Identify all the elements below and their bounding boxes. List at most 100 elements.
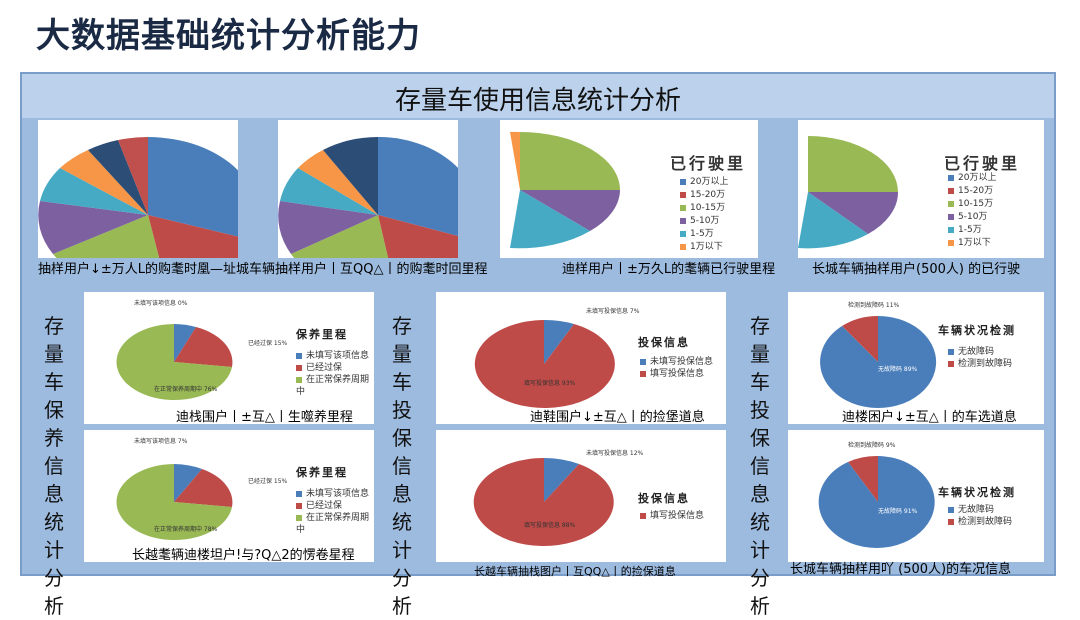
mileage2-slice-5-10 [808, 192, 899, 234]
slice-normal [116, 324, 233, 400]
maintenance-chart-1: 保养里程 未填写该项信息 已经过保 在正常保养周期中 未填写该项信息 0% 已经… [84, 292, 374, 424]
pie-slice-2009 [60, 150, 148, 215]
mileage-chart-1: 已行驶里 20万以上 15-20万 10-15万 5-10万 1-5万 1万以下 [500, 120, 758, 258]
slice-fault [848, 455, 878, 502]
maintenance-chart-2: 保养里程 未填写该项信息 已经过保 在正常保养周期中 未填写该项信息 7% 已经… [84, 430, 374, 562]
legend-item: 在正常保养周期中 [296, 375, 370, 397]
pie-slice-2013 [148, 215, 238, 258]
side-label-insurance: 存量车投保信息统计分析 [392, 314, 412, 618]
legend-item: 检测到故障码 [948, 358, 1012, 370]
legend-item: 10-15万 [948, 198, 996, 211]
maintenance-title-1: 保养里程 [296, 328, 348, 341]
top-caption-1: 抽样用户↓±万人L的购耄时凰—址城车辆抽样用户丨互QQ△丨的购耄时回里程 [38, 262, 488, 277]
vehicle-legend-1: 无故障码 检测到故障码 [948, 346, 1012, 370]
legend-item: 无故障码 [948, 504, 1012, 516]
pie-label: 未填写该项信息 0% [134, 300, 188, 307]
slice-normal [116, 464, 233, 540]
vehicle-title-2: 车辆状况检测 [938, 486, 1016, 499]
pie-slice-2010 [40, 168, 148, 215]
legend-item: 15-20万 [680, 189, 728, 202]
top-caption-2: 迪样用户丨±万久L的耄辆已行驶里程 [562, 262, 776, 277]
mileage-slice-under-1 [510, 131, 520, 190]
legend-item: 1-5万 [680, 228, 728, 241]
slice-filled [473, 457, 614, 546]
mileage-chart-title-2: 已行驶里 [944, 154, 1021, 173]
vehicle-chart-2: 车辆状况检测 无故障码 检测到故障码 检测到故障码 9% 无故障码 91% [788, 430, 1044, 562]
pie2-slice-2014 [378, 136, 458, 237]
legend-item: 未填写该项信息 [296, 350, 374, 362]
pie-slice-older [118, 137, 148, 215]
insurance-pie-2 [473, 457, 614, 546]
insurance-legend-2: 填写投保信息 [640, 510, 704, 522]
legend-item: 20万以上 [680, 176, 728, 189]
vehicle-legend-2: 无故障码 检测到故障码 [948, 504, 1012, 528]
pie-slice-2008 [88, 140, 148, 215]
vehicle-chart-1: 车辆状况检测 无故障码 检测到故障码 检测到故障码 11% 无故障码 89% [788, 292, 1044, 424]
pie-label: 未填写投保信息 7% [586, 308, 640, 315]
slice-unfilled [544, 458, 579, 502]
pie2-slice-2012 [291, 215, 389, 258]
page-title: 大数据基础统计分析能力 [36, 16, 421, 56]
pie-slice-2014 [148, 137, 238, 237]
legend-item: 10-15万 [680, 202, 728, 215]
pie-label: 在正常保养周期中 78% [154, 526, 218, 533]
legend-item: 填写投保信息 [640, 510, 704, 522]
mileage2-slice-1-5 [798, 192, 868, 249]
purchase-year-pie-1 [38, 137, 238, 258]
maintenance-caption-2: 长越耄辆迪楼坦户!与?Q△2的愣卷星程 [132, 548, 355, 563]
mileage-pie-1 [510, 131, 620, 249]
mileage-legend-1: 20万以上 15-20万 10-15万 5-10万 1-5万 1万以下 [680, 176, 728, 254]
vehicle-title-1: 车辆状况检测 [938, 324, 1016, 337]
pie2-slice-older [323, 137, 378, 215]
insurance-title-2: 投保信息 [638, 492, 690, 505]
slice-no-fault [818, 456, 935, 548]
purchase-year-pie-2 [278, 136, 458, 258]
pie2-slice-2010 [280, 168, 378, 215]
maintenance-pie-2 [116, 464, 233, 540]
slice-overdue [174, 469, 233, 507]
insurance-caption-2: 长越车辆抽栈图户丨互QQ△丨的捡保道息 [474, 565, 676, 578]
mileage-slice-5-20 [520, 132, 620, 190]
side-label-maintenance: 存量车保养信息统计分析 [44, 314, 64, 618]
pie-slice-2012 [53, 215, 160, 258]
mileage-pie-2 [798, 136, 899, 249]
vehicle-caption-2: 长城车辆抽样用吖 (500人)的车况信息 [790, 562, 1012, 577]
slice-filled [474, 320, 615, 408]
maintenance-legend-1: 未填写该项信息 已经过保 在正常保养周期中 [296, 350, 374, 398]
purchase-year-chart-2 [278, 120, 458, 258]
insurance-pie-1 [474, 319, 615, 408]
pie-label: 无故障码 91% [878, 508, 918, 515]
pie2-slice-2013 [378, 215, 458, 258]
insurance-chart-2: 投保信息 填写投保信息 未填写投保信息 12% 填写投保信息 88% [436, 430, 726, 562]
mileage2-slice-10-15 [808, 136, 898, 192]
slice-no-fault [820, 315, 937, 408]
legend-item: 无故障码 [948, 346, 1012, 358]
legend-item: 检测到故障码 [948, 516, 1012, 528]
slice-fault [842, 316, 878, 362]
mileage-chart-title-1: 已行驶里 [670, 154, 747, 173]
pie-label: 在正常保养周期中 76% [154, 386, 218, 393]
side-label-vehicle: 存量车投保信息统计分析 [750, 314, 770, 618]
legend-item: 已经过保 [296, 500, 374, 512]
pie2-slice-2011 [278, 201, 378, 254]
pie-slice-2011 [38, 201, 148, 254]
mileage-legend-2: 20万以上 15-20万 10-15万 5-10万 1-5万 1万以下 [948, 172, 996, 250]
legend-item: 未填写该项信息 [296, 488, 374, 500]
legend-item: 15-20万 [948, 185, 996, 198]
legend-item: 1万以下 [948, 237, 996, 250]
maintenance-title-2: 保养里程 [296, 466, 348, 479]
insurance-caption-1: 迪鞋围户↓±互△丨的捡堡道息 [530, 410, 705, 425]
legend-item: 5-10万 [680, 215, 728, 228]
pie-label: 填写投保信息 93% [524, 380, 576, 387]
maintenance-caption-1: 迪栈围户丨±互△丨生噬养里程 [176, 410, 353, 425]
maintenance-legend-2: 未填写该项信息 已经过保 在正常保养周期中 [296, 488, 374, 536]
mileage-slice-5-10 [520, 190, 620, 231]
insurance-legend-1: 未填写投保信息 填写投保信息 [640, 356, 713, 380]
slice-overdue [174, 327, 233, 367]
top-caption-3: 长城车辆抽样用户(500人) 的已行驶 [812, 262, 1021, 277]
legend-item: 未填写投保信息 [640, 356, 713, 368]
pie-label: 未填写投保信息 12% [586, 450, 644, 457]
maintenance-pie-1 [116, 324, 233, 400]
panel-title: 存量车使用信息统计分析 [394, 86, 681, 116]
legend-item: 5-10万 [948, 211, 996, 224]
